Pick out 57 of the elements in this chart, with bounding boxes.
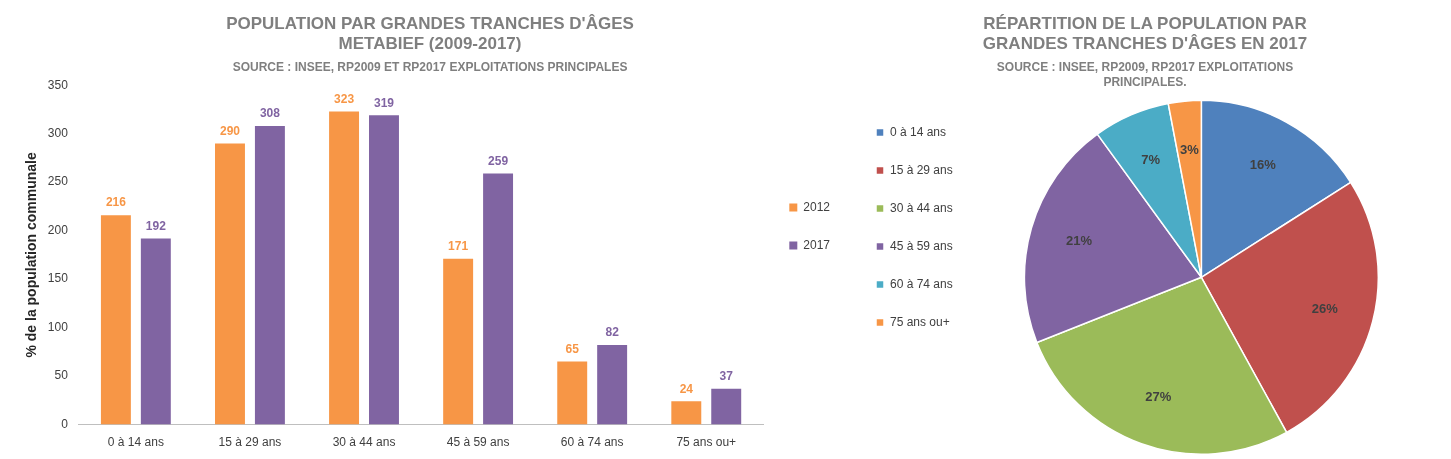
data-label: 171: [448, 239, 469, 254]
chart-title: POPULATION PAR GRANDES TRANCHES D'ÂGES METABIEF (2009-2017): [226, 13, 634, 54]
y-tick-label: 250: [47, 174, 69, 189]
x-tick-label: 0 à 14 ans: [107, 435, 164, 450]
data-label: 16%: [1249, 157, 1277, 173]
legend-label: 2012: [803, 199, 831, 214]
legend-label: 45 à 59 ans: [890, 238, 953, 253]
bar: [671, 401, 702, 425]
data-label: 290: [219, 123, 241, 138]
x-tick-label: 60 à 74 ans: [560, 435, 624, 450]
bar: [711, 388, 742, 425]
bar: [140, 238, 171, 425]
y-tick-label: 350: [47, 77, 69, 92]
y-tick-label: 300: [47, 126, 69, 140]
legend-label: 75 ans ou+: [890, 314, 950, 329]
data-label: 82: [605, 325, 620, 340]
data-label: 24: [679, 381, 694, 396]
data-label: 216: [105, 195, 127, 210]
y-tick-label: 150: [47, 271, 69, 286]
bar: [483, 173, 514, 425]
x-tick-label: 75 ans ou+: [676, 435, 737, 450]
data-label: 323: [334, 91, 355, 106]
data-label: 37: [719, 369, 734, 384]
data-label: 65: [565, 341, 580, 356]
data-label: 308: [259, 106, 281, 121]
legend-label: 30 à 44 ans: [890, 200, 953, 215]
bar: [443, 258, 474, 425]
bar: [215, 143, 245, 425]
chart-subtitle: SOURCE : INSEE, RP2009 ET RP2017 EXPLOITATIONS PRINCIPALES: [232, 60, 628, 75]
data-label: 21%: [1066, 233, 1093, 249]
bar: [100, 215, 131, 425]
bar: [369, 115, 399, 425]
data-label: 319: [373, 95, 395, 110]
y-tick-label: 100: [47, 319, 69, 334]
bar: [557, 361, 588, 425]
y-tick-label: 50: [54, 368, 69, 383]
bar: [254, 125, 285, 425]
data-label: 259: [488, 153, 509, 168]
y-axis-title: % de la population communale: [23, 152, 40, 358]
x-tick-label: 15 à 29 ans: [218, 435, 282, 450]
y-tick-label: 200: [47, 222, 69, 237]
x-tick-label: 30 à 44 ans: [332, 435, 396, 450]
chart-title: RÉPARTITION DE LA POPULATION PAR GRANDES TRANCHES D'ÂGES EN 2017: [982, 13, 1308, 54]
data-label: 192: [145, 218, 167, 233]
bar: [329, 111, 360, 425]
data-label: 3%: [1179, 142, 1200, 158]
y-tick-label: 0: [61, 416, 69, 431]
data-label: 27%: [1145, 388, 1172, 404]
legend-label: 0 à 14 ans: [890, 124, 947, 139]
legend-label: 60 à 74 ans: [890, 276, 953, 291]
chart-subtitle: SOURCE : INSEE, RP2009, RP2017 EXPLOITATIONS PRINCIPALES.: [996, 60, 1294, 89]
legend-label: 15 à 29 ans: [890, 162, 953, 177]
legend-label: 2017: [803, 237, 831, 252]
bar: [597, 345, 628, 425]
x-tick-label: 45 à 59 ans: [446, 435, 510, 450]
data-label: 7%: [1141, 151, 1161, 167]
data-label: 26%: [1311, 300, 1339, 316]
